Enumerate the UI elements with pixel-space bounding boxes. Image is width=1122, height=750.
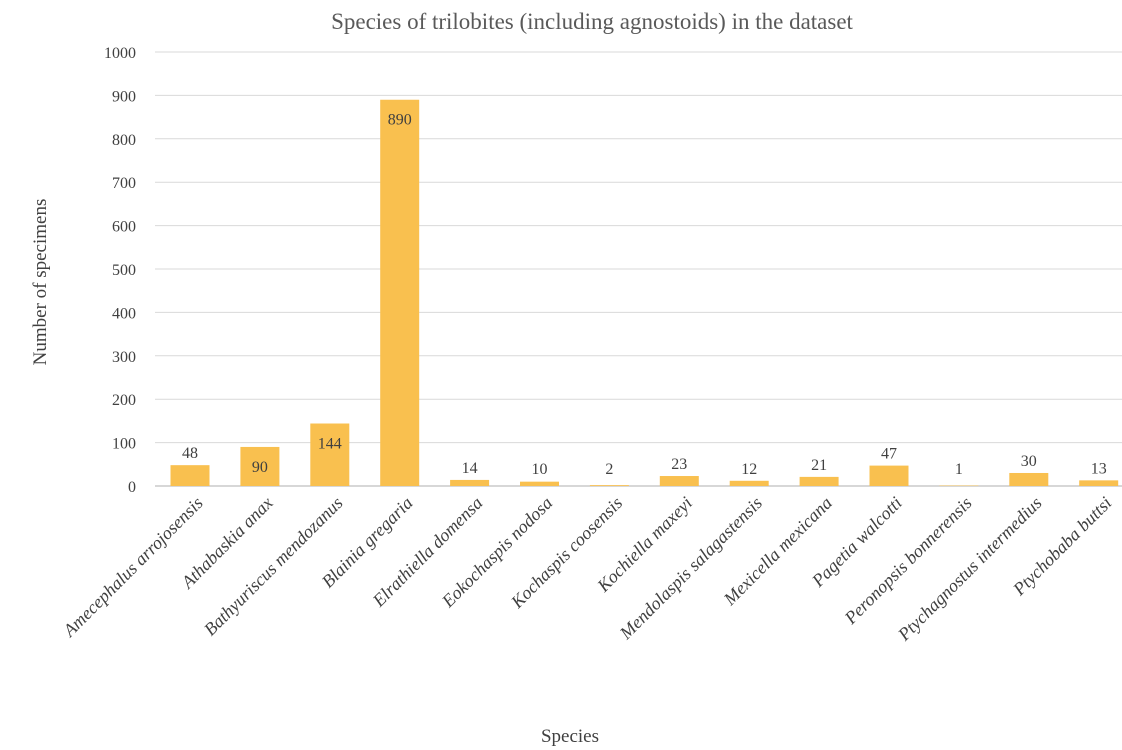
data-label: 23 [671,456,687,473]
gridlines [155,51,1122,487]
y-axis-title: Number of specimens [30,199,51,366]
chart-title: Species of trilobites (including agnosto… [331,9,853,34]
bar [310,423,350,486]
bar [1009,472,1049,486]
data-label: 90 [252,459,268,476]
x-tick-label: Peronopsis bonnerensis [840,493,976,629]
bar [170,465,210,486]
y-axis-ticks: 0 100 200 300 400 500 600 700 800 900 1000 [104,45,136,496]
data-label: 12 [741,461,757,478]
x-tick-label: Ptychagnostus intermedius [893,493,1045,645]
bar [659,476,699,486]
y-tick-label: 100 [112,436,136,453]
data-label: 2 [605,461,613,478]
y-tick-label: 800 [112,132,136,149]
bar [729,480,769,486]
data-label: 144 [318,436,342,453]
bar [1079,480,1119,486]
y-tick-label: 700 [112,175,136,192]
bar [520,481,559,486]
y-tick-label: 0 [128,479,136,496]
y-tick-label: 600 [112,219,136,236]
data-label: 30 [1021,453,1037,470]
bars [170,99,1119,487]
y-tick-label: 500 [112,262,136,279]
x-tick-label: Amecephalus arrojosensis [58,493,206,641]
y-tick-label: 400 [112,305,136,322]
bar [240,446,280,486]
y-tick-label: 900 [112,88,136,105]
data-label: 13 [1091,460,1107,477]
data-label: 1 [955,461,963,478]
bar [869,465,909,486]
bar [380,99,420,487]
bar [450,479,490,486]
bar [799,476,839,486]
y-tick-label: 300 [112,349,136,366]
x-axis-title: Species [541,726,599,747]
bar [589,485,629,486]
data-label: 10 [532,461,548,478]
data-labels: 48 90 144 890 14 10 2 23 12 21 47 1 30 13 [182,112,1107,478]
x-tick-label: Bathyuriscus mendozanus [200,493,347,640]
y-tick-label: 200 [112,392,136,409]
data-label: 14 [462,460,478,477]
data-label: 48 [182,445,198,462]
data-label: 21 [811,457,827,474]
y-tick-label: 1000 [104,45,136,62]
data-label: 890 [388,112,412,129]
x-tick-label: Mendolaspis salagastensis [615,493,766,644]
data-label: 47 [881,446,897,463]
